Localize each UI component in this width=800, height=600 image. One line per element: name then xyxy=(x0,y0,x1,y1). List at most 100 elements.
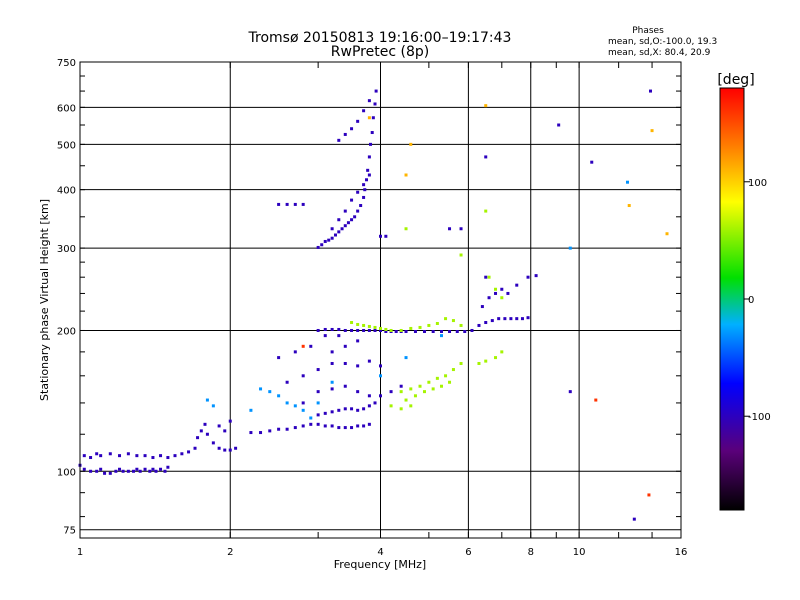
data-point xyxy=(228,419,232,423)
y-tick-label: 200 xyxy=(57,326,76,337)
x-tick-label: 2 xyxy=(227,547,233,558)
data-point xyxy=(323,411,327,415)
data-point xyxy=(356,119,360,123)
data-point xyxy=(285,202,289,206)
data-point xyxy=(259,431,263,435)
data-point xyxy=(627,204,631,208)
data-point xyxy=(277,394,281,398)
y-tick-label: 400 xyxy=(57,186,76,197)
data-point xyxy=(268,429,272,433)
data-point xyxy=(379,326,382,330)
data-point xyxy=(285,380,289,384)
data-point xyxy=(384,329,388,333)
data-point xyxy=(366,168,370,172)
data-point xyxy=(568,390,572,394)
data-point xyxy=(404,329,408,333)
data-point xyxy=(356,322,360,326)
data-point xyxy=(132,469,136,473)
colorbar-label: [deg] xyxy=(717,72,754,88)
data-point xyxy=(159,467,163,471)
data-point xyxy=(367,359,371,363)
data-point xyxy=(356,408,360,412)
data-point xyxy=(373,102,377,106)
data-point xyxy=(389,390,393,394)
data-point xyxy=(217,424,221,428)
data-point xyxy=(217,446,221,450)
data-point xyxy=(301,374,305,378)
data-point xyxy=(470,328,474,332)
data-point xyxy=(367,394,371,398)
data-point xyxy=(373,328,377,332)
data-point xyxy=(285,427,289,431)
data-point xyxy=(343,361,347,365)
chart-subtitle: RwPretec (8p) xyxy=(331,44,429,60)
data-point xyxy=(205,398,209,402)
data-point xyxy=(363,188,367,192)
data-point xyxy=(143,467,147,471)
data-point xyxy=(359,204,363,208)
data-point xyxy=(259,387,263,391)
data-point xyxy=(249,408,253,412)
data-point xyxy=(427,323,431,327)
data-point xyxy=(203,422,207,426)
data-point xyxy=(154,469,158,473)
data-point xyxy=(343,224,347,228)
data-point xyxy=(362,407,366,411)
data-point xyxy=(367,155,371,159)
stats-line-o: mean, sd,O:-100.0, 19.3 xyxy=(608,37,717,47)
data-point xyxy=(356,190,360,194)
data-point xyxy=(362,195,366,199)
data-point xyxy=(121,469,125,473)
data-point xyxy=(389,404,393,408)
data-point xyxy=(497,317,501,321)
chart-title: Tromsø 20150813 19:16:00–19:17:43 xyxy=(248,30,512,46)
data-point xyxy=(148,469,152,473)
data-point xyxy=(422,329,426,333)
data-point xyxy=(367,422,371,426)
data-point xyxy=(343,407,347,411)
data-point xyxy=(373,325,377,329)
data-point xyxy=(301,408,305,412)
data-point xyxy=(353,215,357,219)
data-point xyxy=(362,109,366,113)
data-point xyxy=(163,469,167,473)
data-point xyxy=(316,390,320,394)
data-point xyxy=(330,327,334,331)
data-point xyxy=(477,361,481,365)
data-point xyxy=(99,454,103,458)
data-point xyxy=(590,160,594,164)
data-point xyxy=(323,327,327,331)
y-tick-label: 500 xyxy=(57,140,76,151)
data-point xyxy=(343,209,347,213)
data-point xyxy=(490,319,494,323)
data-point xyxy=(301,344,305,348)
data-point xyxy=(399,328,403,332)
x-axis: 1 2 4 6 8 10 16 xyxy=(77,62,687,558)
data-point xyxy=(293,404,297,408)
data-point xyxy=(370,131,374,135)
data-point xyxy=(138,469,142,473)
data-point xyxy=(108,471,112,475)
data-point xyxy=(118,467,122,471)
data-point xyxy=(448,227,452,231)
data-point xyxy=(343,426,347,430)
data-point xyxy=(367,328,371,332)
data-point xyxy=(330,424,334,428)
data-point xyxy=(95,452,99,456)
data-point xyxy=(371,116,375,120)
data-point xyxy=(343,384,347,388)
data-point xyxy=(350,426,354,430)
data-point xyxy=(534,274,538,278)
data-point xyxy=(114,469,118,473)
data-point xyxy=(384,234,388,238)
data-point xyxy=(384,327,388,331)
data-point xyxy=(494,356,498,360)
data-point xyxy=(126,452,130,456)
data-point xyxy=(316,422,320,426)
data-point xyxy=(356,424,360,428)
data-point xyxy=(323,334,327,338)
data-point xyxy=(330,227,334,231)
data-point xyxy=(362,424,366,428)
data-point xyxy=(451,368,455,372)
data-point xyxy=(399,384,403,388)
